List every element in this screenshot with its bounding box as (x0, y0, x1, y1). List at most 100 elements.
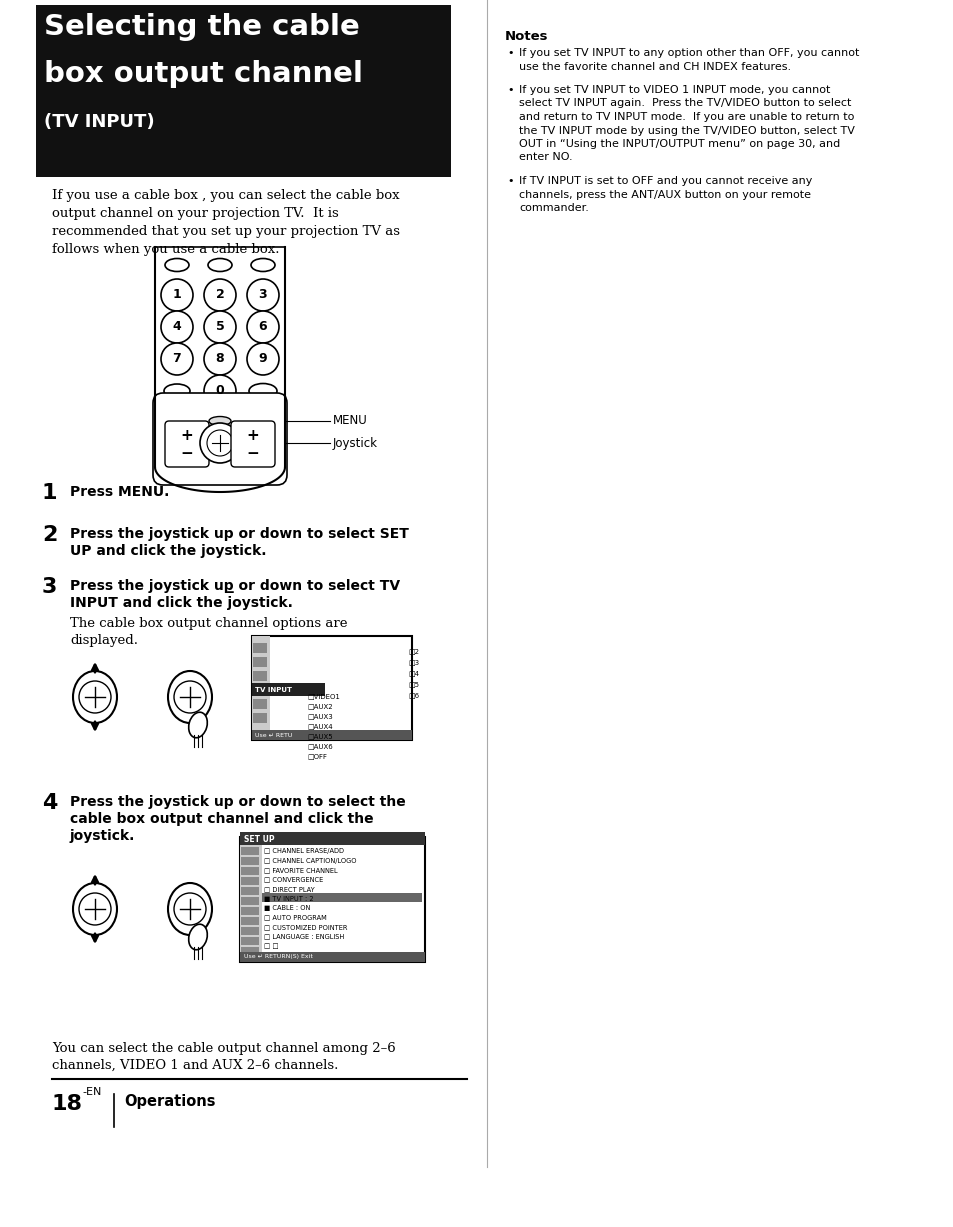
Bar (252, 683, 325, 696)
Text: SET UP: SET UP (244, 834, 274, 843)
Text: □3: □3 (408, 659, 418, 665)
Ellipse shape (249, 384, 276, 399)
Bar (241, 907, 258, 915)
Text: and return to TV INPUT mode.  If you are unable to return to: and return to TV INPUT mode. If you are … (518, 112, 854, 121)
Text: Press the joystick up̲ or down to select TV: Press the joystick up̲ or down to select… (70, 579, 399, 593)
Text: displayed.: displayed. (70, 634, 138, 647)
Text: +: + (180, 427, 193, 443)
Text: □ CHANNEL ERASE/ADD: □ CHANNEL ERASE/ADD (264, 848, 344, 854)
Ellipse shape (208, 259, 232, 271)
Text: Joystick: Joystick (333, 437, 377, 449)
Text: The cable box output channel options are: The cable box output channel options are (70, 617, 347, 629)
Bar (253, 671, 267, 681)
Text: □AUX4: □AUX4 (307, 723, 333, 729)
FancyBboxPatch shape (231, 421, 274, 467)
Bar (241, 897, 258, 906)
Text: 4: 4 (42, 793, 57, 814)
Text: 0: 0 (215, 384, 224, 398)
Text: +: + (247, 427, 259, 443)
Text: 3: 3 (258, 288, 267, 302)
Text: □AUX6: □AUX6 (307, 744, 333, 748)
Text: ■ TV INPUT : 2: ■ TV INPUT : 2 (264, 896, 314, 902)
Text: If you use a cable box , you can select the cable box: If you use a cable box , you can select … (52, 189, 399, 202)
Text: joystick.: joystick. (70, 829, 135, 843)
Text: the TV INPUT mode by using the TV/VIDEO button, select TV: the TV INPUT mode by using the TV/VIDEO … (518, 125, 854, 135)
Text: -EN: -EN (82, 1087, 101, 1097)
Text: □5: □5 (408, 681, 418, 687)
Text: Press the joystick up or down to select the: Press the joystick up or down to select … (70, 795, 405, 809)
Text: recommended that you set up your projection TV as: recommended that you set up your project… (52, 225, 399, 238)
Circle shape (247, 310, 278, 344)
Text: □4: □4 (408, 670, 418, 676)
Text: Notes: Notes (504, 29, 548, 43)
Text: □2: □2 (408, 648, 418, 654)
Text: follows when you use a cable box.: follows when you use a cable box. (52, 243, 279, 256)
Bar (240, 837, 424, 962)
Text: 2: 2 (42, 525, 57, 545)
Text: □ CUSTOMIZED POINTER: □ CUSTOMIZED POINTER (264, 924, 347, 930)
Ellipse shape (73, 671, 117, 723)
Circle shape (247, 344, 278, 375)
Ellipse shape (251, 259, 274, 271)
Text: enter NO.: enter NO. (518, 152, 572, 162)
Circle shape (200, 423, 240, 463)
Text: □6: □6 (408, 692, 418, 698)
Circle shape (204, 279, 235, 310)
Text: 2: 2 (215, 288, 224, 302)
Ellipse shape (209, 416, 231, 426)
Bar (253, 685, 267, 694)
Bar (36, 5, 451, 177)
Ellipse shape (168, 883, 212, 935)
Bar (241, 887, 258, 894)
Text: −: − (180, 445, 193, 460)
Circle shape (79, 681, 111, 713)
Text: UP and click the joystick.: UP and click the joystick. (70, 544, 266, 558)
Bar (262, 892, 421, 902)
Text: 4: 4 (172, 320, 181, 334)
Bar (241, 937, 258, 945)
Text: 8: 8 (215, 352, 224, 366)
Text: □OFF: □OFF (307, 753, 327, 760)
Text: TV INPUT: TV INPUT (254, 687, 292, 693)
Text: output channel on your projection TV.  It is: output channel on your projection TV. It… (52, 207, 338, 220)
Bar (253, 656, 267, 667)
Text: select TV INPUT again.  Press the TV/VIDEO button to select: select TV INPUT again. Press the TV/VIDE… (518, 98, 850, 108)
Text: (TV INPUT): (TV INPUT) (44, 113, 154, 131)
FancyBboxPatch shape (165, 421, 209, 467)
Text: You can select the cable output channel among 2–6: You can select the cable output channel … (52, 1042, 395, 1055)
Bar (241, 877, 258, 885)
FancyBboxPatch shape (152, 393, 287, 485)
Bar (240, 837, 262, 962)
Text: box output channel: box output channel (44, 60, 363, 88)
Text: Operations: Operations (124, 1094, 215, 1109)
Ellipse shape (168, 671, 212, 723)
Text: Use ↵ RETURN(S) Exit: Use ↵ RETURN(S) Exit (244, 955, 313, 960)
Text: □ FAVORITE CHANNEL: □ FAVORITE CHANNEL (264, 867, 337, 872)
Text: If you set TV INPUT to any option other than OFF, you cannot: If you set TV INPUT to any option other … (518, 48, 859, 58)
Bar (241, 867, 258, 875)
Ellipse shape (164, 384, 190, 398)
Bar (252, 636, 412, 740)
Text: If TV INPUT is set to OFF and you cannot receive any: If TV INPUT is set to OFF and you cannot… (518, 175, 812, 187)
Text: 9: 9 (258, 352, 267, 366)
Circle shape (204, 310, 235, 344)
Bar (241, 856, 258, 865)
Text: Selecting the cable: Selecting the cable (44, 13, 359, 40)
Text: Press MENU.: Press MENU. (70, 485, 170, 499)
Text: □ LANGUAGE : ENGLISH: □ LANGUAGE : ENGLISH (264, 934, 344, 940)
Circle shape (161, 344, 193, 375)
Bar (252, 636, 270, 740)
Text: •: • (506, 175, 513, 187)
Bar (240, 832, 424, 845)
Bar (241, 928, 258, 935)
Circle shape (161, 279, 193, 310)
Text: 5: 5 (215, 320, 224, 334)
Bar (252, 730, 412, 740)
Text: channels, VIDEO 1 and AUX 2–6 channels.: channels, VIDEO 1 and AUX 2–6 channels. (52, 1059, 338, 1072)
Bar (241, 917, 258, 925)
Text: □ AUTO PROGRAM: □ AUTO PROGRAM (264, 914, 327, 920)
Text: □ □: □ □ (264, 944, 278, 948)
Circle shape (173, 681, 206, 713)
Bar (240, 952, 424, 962)
Circle shape (173, 893, 206, 925)
